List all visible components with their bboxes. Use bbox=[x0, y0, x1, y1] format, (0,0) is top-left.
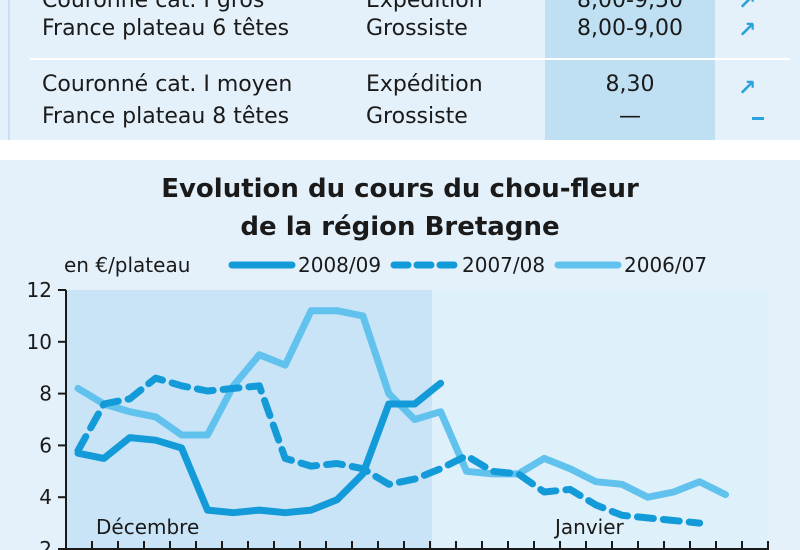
table-row-price: 8,00-9,00 bbox=[577, 16, 683, 41]
dash-icon bbox=[752, 117, 764, 120]
january-band bbox=[432, 290, 768, 550]
table-row-market: Expédition bbox=[366, 0, 483, 13]
table-row-product: Couronné cat. I gros bbox=[42, 0, 265, 13]
arrow-up-right-icon: ↗ bbox=[738, 18, 757, 43]
legend-label-2006: 2006/07 bbox=[624, 253, 708, 277]
series-line-2008-09 bbox=[74, 379, 445, 517]
series-line-2007-08 bbox=[74, 374, 704, 527]
legend-label-2007: 2007/08 bbox=[462, 253, 546, 277]
y-axis-unit-label: en €/plateau bbox=[64, 253, 191, 277]
arrow-up-right-icon: ↗ bbox=[738, 0, 757, 15]
y-tick-label: 4 bbox=[39, 485, 52, 509]
table-row-product: Couronné cat. I moyen bbox=[42, 72, 293, 97]
table-row-product: France plateau 8 têtes bbox=[42, 104, 290, 129]
y-tick-label: 10 bbox=[27, 330, 52, 354]
table-group-divider bbox=[30, 58, 790, 60]
chart-title-line2: de la région Bretagne bbox=[240, 212, 560, 242]
table-row-price: 8,00-9,50 bbox=[577, 0, 683, 13]
legend-label-2008: 2008/09 bbox=[298, 253, 382, 277]
y-tick-label: 2 bbox=[39, 537, 52, 550]
table-row-price: 8,30 bbox=[605, 72, 655, 97]
y-tick-label: 8 bbox=[39, 382, 52, 406]
y-tick-label: 6 bbox=[39, 433, 52, 457]
table-row-price: — bbox=[619, 104, 641, 129]
period-label-december: Décembre bbox=[96, 515, 199, 539]
period-label-january: Janvier bbox=[553, 515, 625, 539]
price-column-band bbox=[545, 0, 715, 140]
arrow-up-right-icon: ↗ bbox=[738, 76, 757, 101]
table-row-market: Grossiste bbox=[366, 104, 468, 129]
chart-title-line1: Evolution du cours du chou-fleur bbox=[161, 174, 639, 204]
y-tick-label: 12 bbox=[27, 278, 52, 302]
price-table: Couronné cat. I gros Expédition 8,00-9,5… bbox=[0, 0, 800, 140]
table-row-market: Expédition bbox=[366, 72, 483, 97]
table-row-product: France plateau 6 têtes bbox=[42, 16, 290, 41]
table-left-rule bbox=[8, 0, 10, 140]
table-row-market: Grossiste bbox=[366, 16, 468, 41]
